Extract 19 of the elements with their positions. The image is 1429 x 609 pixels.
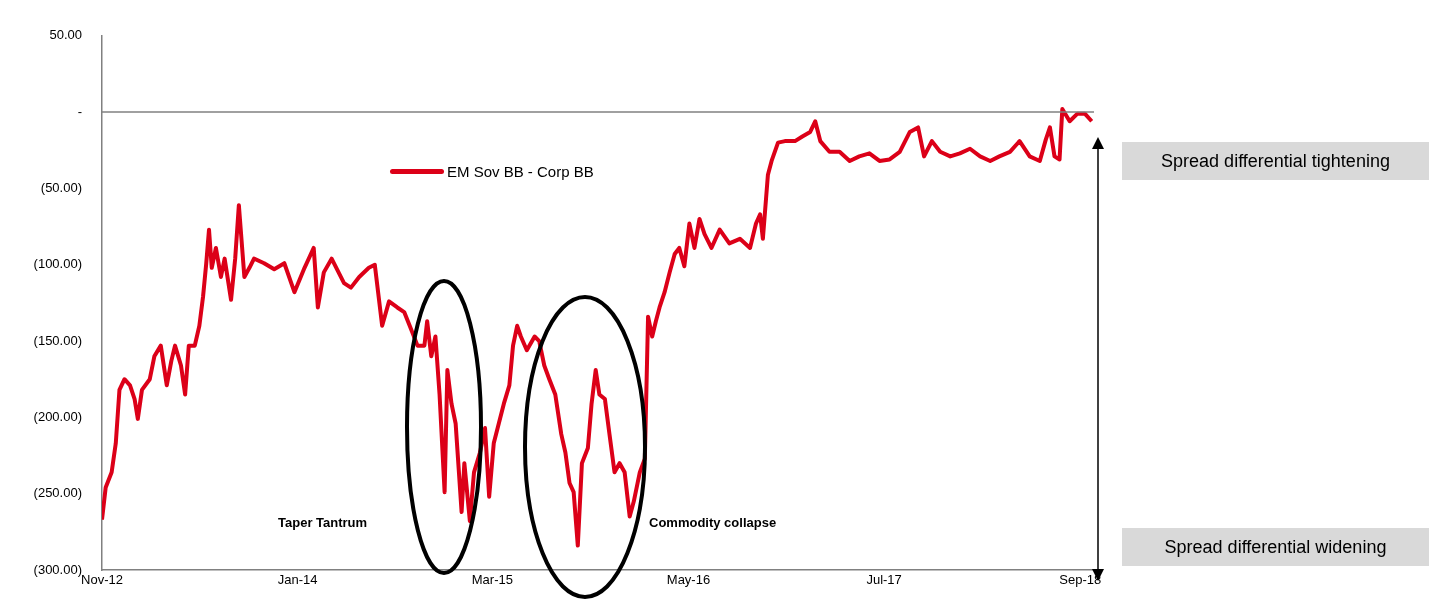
annotation: Commodity collapse (649, 515, 777, 530)
x-tick-label: Jan-14 (277, 572, 318, 588)
y-tick-label: - (77, 103, 82, 119)
legend-label: EM Sov BB - Corp BB (447, 163, 594, 180)
x-tick-label: Jul-17 (866, 572, 902, 588)
y-tick-label: (50.00) (40, 180, 82, 196)
y-tick-label: 50.00 (49, 27, 82, 43)
y-tick-label: (150.00) (33, 332, 82, 348)
text: Spread differential tightening (1122, 142, 1429, 180)
y-tick-label: (300.00) (33, 561, 82, 577)
y-tick-label: (250.00) (33, 485, 82, 501)
x-tick-label: Sep-18 (1059, 572, 1102, 588)
x-tick-label: Nov-12 (81, 572, 123, 588)
text: Spread differential widening (1122, 528, 1429, 566)
x-tick-label: May-16 (666, 572, 711, 588)
annotation: Taper Tantrum (278, 515, 368, 530)
y-tick-label: (100.00) (33, 256, 82, 272)
x-tick-label: Mar-15 (471, 572, 513, 588)
y-tick-label: (200.00) (33, 408, 82, 424)
